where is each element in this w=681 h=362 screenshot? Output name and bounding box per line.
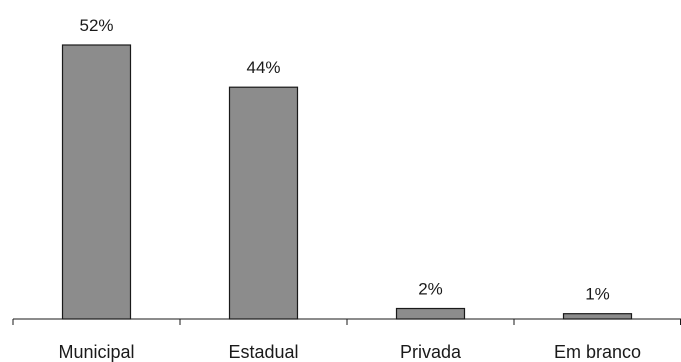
data-label: 44% [246,58,280,77]
category-label: Em branco [554,342,641,362]
category-label: Estadual [228,342,298,362]
category-label: Municipal [58,342,134,362]
data-label: 2% [418,280,443,299]
bar-em-branco [562,313,633,320]
data-label: 52% [79,16,113,35]
category-label: Privada [400,342,462,362]
bar-privada [395,307,466,320]
bar-municipal [61,44,132,320]
data-label: 1% [585,285,610,304]
bar-estadual [228,86,299,320]
x-axis [12,318,681,325]
bars-group [61,44,633,320]
labels-group: 52% Municipal 44% Estadual 2% Privada 1% Em bra… [58,16,641,362]
